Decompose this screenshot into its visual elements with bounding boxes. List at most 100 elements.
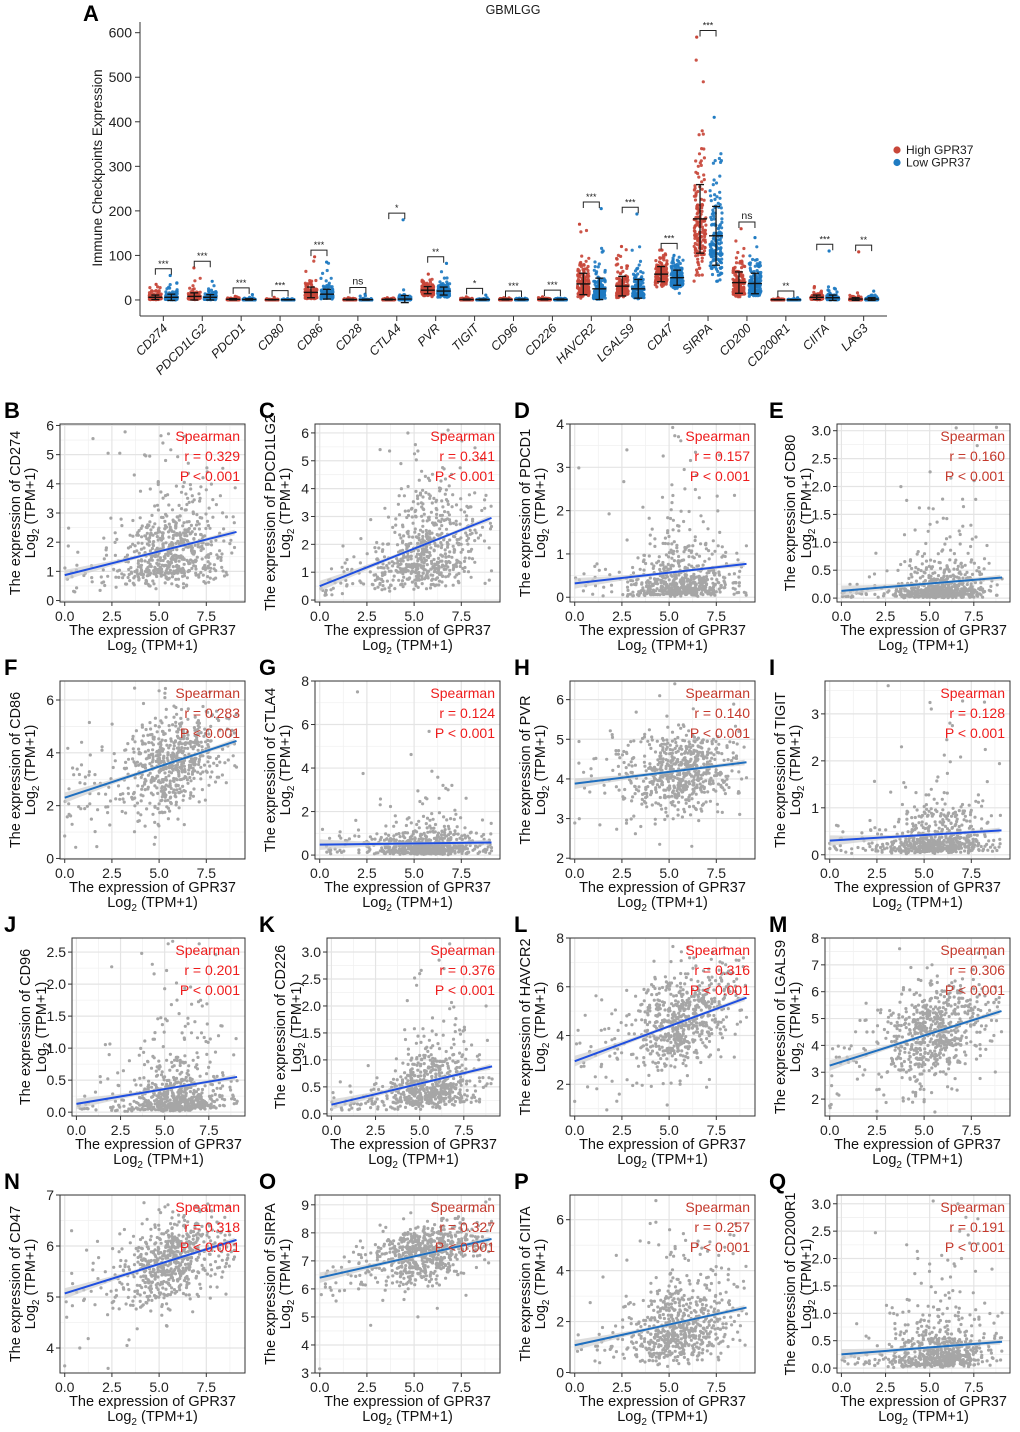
dot-high-cd200 [732, 267, 736, 271]
dot-low-havcr2 [592, 290, 597, 294]
significance-bracket [738, 221, 756, 229]
dot-low-sirpa [708, 249, 713, 254]
dot-low-havcr2 [603, 293, 607, 297]
dot-high-sirpa [699, 163, 703, 167]
errorbar-high [187, 292, 202, 301]
dot-high-lgals9 [618, 272, 623, 276]
dot-high-sirpa [693, 232, 697, 236]
dot-low-lgals9 [630, 248, 634, 252]
dot-low-sirpa [717, 238, 721, 242]
dot-low-cd86 [324, 279, 328, 283]
dot-low-pdcd1-max [250, 293, 254, 297]
dot-low-cd47-max [672, 253, 676, 257]
dot-high-havcr2 [584, 228, 589, 233]
dot-low-cd200 [758, 264, 763, 268]
dot-low-sirpa [718, 242, 722, 246]
dot-high-cd47 [661, 267, 665, 271]
dot-high-lgals9 [615, 291, 619, 295]
significance-bracket [543, 289, 561, 297]
dot-high-cd274-max [154, 282, 158, 286]
dot-low-cd47 [669, 266, 674, 270]
dot-low-sirpa-max [712, 115, 716, 119]
dot-high-cd80-max [272, 295, 276, 299]
dot-high-cd200 [740, 262, 744, 266]
dot-high-sirpa [700, 259, 704, 263]
category-group-tigit: * [459, 278, 491, 302]
dot-high-sirpa [703, 232, 707, 236]
dot-high-sirpa [692, 229, 697, 233]
dot-low-sirpa [709, 215, 713, 219]
dot-low-cd200 [748, 254, 752, 258]
dot-low-cd200 [753, 258, 758, 262]
dot-low-sirpa [717, 224, 722, 228]
dot-low-havcr2 [592, 292, 597, 297]
dot-low-havcr2 [599, 283, 603, 287]
category-group-cd226: *** [536, 280, 568, 302]
category-label: CD96 [488, 321, 521, 354]
dot-high-lgals9 [618, 291, 622, 296]
dot-low-sirpa [713, 159, 717, 163]
category-group-cd28: ns [342, 275, 374, 302]
dot-high-sirpa [698, 266, 702, 270]
dot-low-pvr [438, 280, 442, 284]
dot-high-sirpa [702, 178, 706, 182]
dot-high-cd47 [659, 283, 664, 287]
dot-high-sirpa [694, 159, 698, 163]
dot-high-havcr2 [580, 254, 584, 258]
dot-high-pvr-max [426, 272, 430, 276]
y-tick-label: 500 [109, 69, 133, 85]
dot-high-sirpa [693, 236, 697, 240]
dot-high-cd200 [742, 246, 746, 251]
dot-low-sirpa [710, 266, 714, 271]
category-group-sirpa: *** [692, 20, 724, 283]
dot-high-sirpa [700, 187, 704, 191]
dot-high-havcr2 [579, 260, 583, 265]
dot-high-cd200 [734, 239, 738, 243]
significance-label: *** [158, 259, 169, 269]
significance-label: *** [508, 281, 519, 291]
dot-high-sirpa [696, 203, 700, 207]
dot-high-lgals9 [619, 265, 624, 270]
significance-label: * [395, 203, 399, 213]
dot-high-pdcd1lg2 [192, 287, 196, 291]
dot-high-cd200 [736, 250, 740, 255]
dot-low-cd47 [677, 291, 681, 295]
significance-bracket [699, 29, 717, 37]
dot-low-pdcd1lg2 [214, 290, 218, 294]
dot-high-pdcd1-max [233, 294, 237, 298]
dot-low-cd200 [748, 263, 752, 267]
dot-low-cd47 [675, 262, 680, 266]
dot-high-cd86 [304, 294, 308, 298]
dot-low-sirpa [718, 278, 722, 282]
dot-high-lgals9 [625, 280, 629, 284]
dot-high-cd200 [740, 259, 744, 263]
dot-high-sirpa [700, 180, 704, 184]
dot-low-sirpa [718, 190, 722, 194]
dot-high-sirpa [700, 273, 704, 277]
significance-label: *** [664, 233, 675, 243]
dot-high-cd200 [741, 254, 745, 258]
dot-low-ctla4 [402, 288, 406, 292]
y-tick-label: 600 [109, 25, 133, 41]
significance-label: ns [352, 275, 363, 287]
dot-high-lgals9 [614, 263, 618, 267]
dot-low-sirpa [711, 208, 715, 212]
dot-high-cd200 [734, 286, 738, 290]
dot-high-cd200 [731, 270, 735, 275]
dot-low-cd274 [168, 286, 172, 290]
significance-label: *** [586, 192, 597, 202]
dot-high-cd86 [311, 293, 315, 297]
category-group-cd200r1: ** [770, 281, 802, 302]
significance-label: ns [741, 210, 752, 222]
errorbar-low [475, 298, 490, 301]
dot-low-cd47 [675, 258, 680, 262]
dot-high-sirpa [693, 241, 697, 246]
dot-high-sirpa-max [695, 35, 699, 39]
dot-low-cd274 [171, 290, 175, 294]
dot-high-havcr2 [582, 263, 586, 267]
dot-high-lgals9 [615, 296, 619, 300]
dot-low-sirpa [718, 273, 722, 277]
dot-high-sirpa [696, 164, 700, 168]
